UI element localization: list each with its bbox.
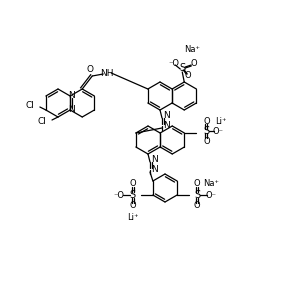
Text: O: O: [87, 65, 94, 75]
Text: N: N: [164, 122, 170, 130]
Text: NH: NH: [101, 69, 114, 77]
Text: Li⁺: Li⁺: [127, 213, 139, 221]
Text: O⁻: O⁻: [205, 190, 217, 200]
Text: N: N: [68, 105, 74, 115]
Text: S: S: [179, 63, 185, 73]
Text: O: O: [194, 179, 200, 189]
Text: N: N: [152, 166, 158, 175]
Text: O⁻: O⁻: [213, 126, 224, 135]
Text: ⁻O: ⁻O: [113, 190, 124, 200]
Text: S: S: [130, 190, 136, 200]
Text: O: O: [191, 60, 198, 69]
Text: N: N: [152, 156, 158, 164]
Text: N: N: [68, 92, 74, 101]
Text: O: O: [130, 202, 136, 211]
Text: S: S: [203, 126, 209, 136]
Text: Na⁺: Na⁺: [184, 46, 200, 54]
Text: Cl: Cl: [25, 101, 34, 111]
Text: O: O: [203, 137, 210, 145]
Text: S: S: [194, 190, 200, 200]
Text: O: O: [130, 179, 136, 189]
Text: O: O: [185, 71, 192, 81]
Text: Na⁺: Na⁺: [203, 179, 219, 187]
Text: Cl: Cl: [37, 117, 46, 126]
Text: N: N: [164, 111, 170, 120]
Text: O: O: [194, 202, 200, 211]
Text: O: O: [203, 117, 210, 126]
Text: ⁻O: ⁻O: [168, 60, 179, 69]
Text: Li⁺: Li⁺: [216, 117, 227, 126]
